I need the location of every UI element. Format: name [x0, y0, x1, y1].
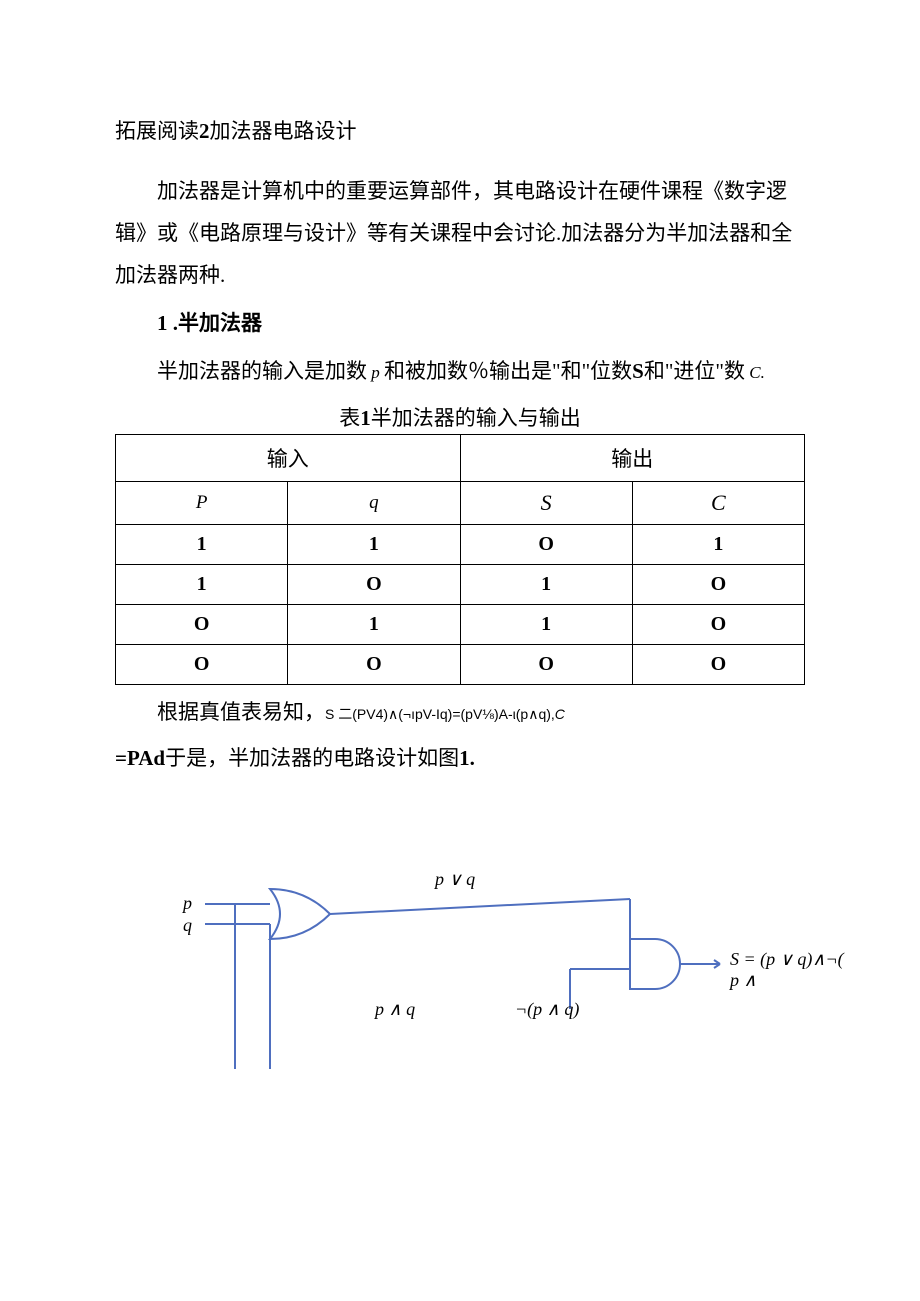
- cell: 1: [288, 605, 460, 645]
- th-input: 输入: [116, 435, 461, 482]
- cell: 1: [116, 565, 288, 605]
- paragraph-half-adder: 半加法器的输入是加数 p 和被加数％输出是"和"位数S和"进位"数 C.: [115, 350, 805, 392]
- label-p: p: [183, 893, 192, 914]
- conclusion-line: =PAd于是，半加法器的电路设计如图1.: [115, 737, 805, 779]
- derivation-line: 根据真值表易知，S 二(PV4)∧(¬ıpV-Iq)=(pV⅛)A-ι(p∧q)…: [115, 691, 805, 733]
- deriv-lead: 根据真值表易知，: [157, 700, 325, 724]
- cell: O: [632, 645, 804, 685]
- title-prefix: 拓展阅读: [115, 119, 199, 143]
- p2-c: 和"进位"数: [644, 359, 745, 383]
- p2-a: 半加法器的输入是加数: [157, 359, 367, 383]
- table-row: O 1 1 O: [116, 605, 805, 645]
- var-p: p: [367, 363, 384, 382]
- var-c: C.: [745, 363, 765, 382]
- table-row: O O O O: [116, 645, 805, 685]
- caption-a: 表: [339, 406, 360, 430]
- col-s: S: [460, 482, 632, 525]
- th-output: 输出: [460, 435, 805, 482]
- out-text: S = (p ∨ q)∧¬( p ∧: [730, 949, 844, 990]
- label-output: S = (p ∨ q)∧¬( p ∧: [730, 949, 855, 991]
- table-row: 1 O 1 O: [116, 565, 805, 605]
- caption-num: 1: [360, 406, 371, 430]
- cell: O: [288, 565, 460, 605]
- title-number: 2: [199, 119, 210, 143]
- cell: 1: [460, 565, 632, 605]
- col-c: C: [632, 482, 804, 525]
- cell: 1: [460, 605, 632, 645]
- cell: O: [632, 605, 804, 645]
- cell: O: [116, 645, 288, 685]
- caption-b: 半加法器的输入与输出: [371, 406, 581, 430]
- col-q: q: [288, 482, 460, 525]
- table-row: 1 1 O 1: [116, 525, 805, 565]
- label-q: q: [183, 915, 192, 936]
- title-rest: 加法器电路设计: [210, 119, 357, 143]
- cell: O: [288, 645, 460, 685]
- label-npaq: ¬(p ∧ q): [515, 999, 579, 1020]
- conc-b: 于是，半加法器的电路设计如图: [165, 746, 459, 770]
- cell: O: [632, 565, 804, 605]
- cell: O: [116, 605, 288, 645]
- cell: O: [460, 525, 632, 565]
- cell: 1: [116, 525, 288, 565]
- cell: 1: [632, 525, 804, 565]
- cell: 1: [288, 525, 460, 565]
- label-paq: p ∧ q: [375, 999, 415, 1020]
- doc-title: 拓展阅读2加法器电路设计: [115, 110, 805, 152]
- paragraph-intro: 加法器是计算机中的重要运算部件，其电路设计在硬件课程《数字逻辑》或《电路原理与设…: [115, 170, 805, 296]
- p2-b: 和被加数％输出是"和"位数: [384, 359, 632, 383]
- cell: O: [460, 645, 632, 685]
- heading-text: 半加法器: [178, 311, 262, 335]
- deriv-expr: S 二(PV4)∧(¬ıpV-Iq)=(pV⅛)A-ι(p∧q),: [325, 706, 555, 722]
- var-s: S: [632, 359, 644, 383]
- col-p: P: [116, 482, 288, 525]
- section-heading-1: 1 .半加法器: [115, 302, 805, 344]
- heading-number: 1 .: [157, 311, 178, 335]
- table-caption: 表1半加法器的输入与输出: [115, 402, 805, 432]
- conc-a: =PAd: [115, 746, 165, 770]
- conc-num: 1.: [459, 746, 475, 770]
- label-pvq: p ∨ q: [435, 869, 475, 890]
- circuit-diagram: p q p ∨ q p ∧ q ¬(p ∧ q) S = (p ∨ q)∧¬( …: [175, 849, 855, 1069]
- truth-table: 输入 输出 P q S C 1 1 O 1 1 O 1 O O 1 1 O O: [115, 434, 805, 685]
- deriv-c: C: [555, 706, 565, 722]
